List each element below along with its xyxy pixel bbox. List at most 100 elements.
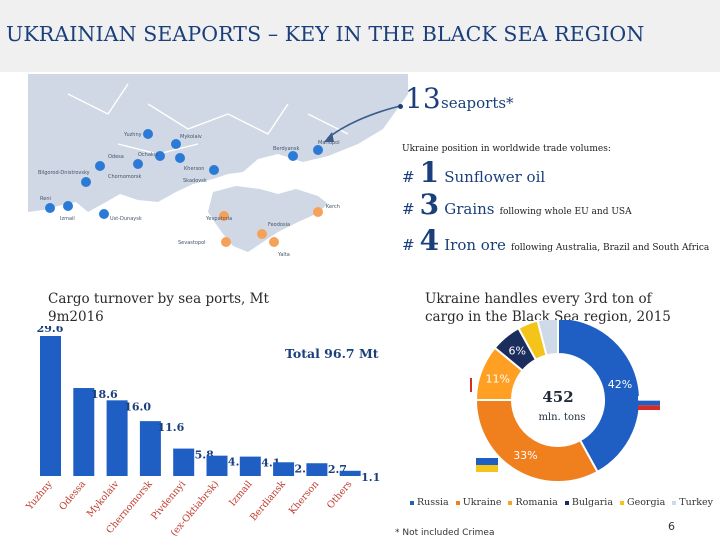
port-marker-mariupol xyxy=(313,145,323,155)
donut-center-unit: mln. tons xyxy=(538,412,585,423)
donut-slice-ukraine xyxy=(474,399,599,483)
handles-line2: cargo in the Black Sea region, 2015 xyxy=(425,309,671,325)
port-marker-ochakiv xyxy=(155,151,165,161)
cargo-title-line1: Cargo turnover by sea ports, Mt xyxy=(48,291,269,307)
donut-slice-russia xyxy=(557,320,641,474)
map-label-mykolaiv: Mykolaiv xyxy=(180,134,202,140)
seaports-count: 13 xyxy=(405,82,441,115)
legend-item-bulgaria: Bulgaria xyxy=(564,497,613,508)
map-label-reni: Reni xyxy=(40,196,51,202)
legend-label: Bulgaria xyxy=(571,497,613,508)
bar-7 xyxy=(239,456,261,476)
rank-number: 4 xyxy=(419,224,440,257)
donut-slice-label-ukraine: 33% xyxy=(513,449,537,462)
cargo-bar-chart: 29.6Yuzhny18.6Odessa16.0Mykolaiv11.6Cher… xyxy=(24,326,381,536)
bar-8 xyxy=(273,462,295,476)
legend-label: Russia xyxy=(417,497,449,508)
rank-number: 1 xyxy=(419,156,440,189)
rank-item: Iron ore xyxy=(444,236,506,254)
trade-intro: Ukraine position in worldwide trade volu… xyxy=(402,144,611,154)
footnote: * Not included Crimea xyxy=(395,528,495,538)
bar-1 xyxy=(40,336,61,476)
black-sea-map: Mariupol Berdyansk Skadovsk Kherson Myko… xyxy=(28,74,408,286)
port-marker-yuzhny xyxy=(143,129,153,139)
map-label-yevpatoria: Yevpatoria xyxy=(205,216,232,222)
map-label-berdyansk: Berdyansk xyxy=(273,146,299,152)
ranking-row-grains: # 3 Grains following whole EU and USA xyxy=(402,188,632,221)
title-bar: UKRAINIAN SEAPORTS – KEY IN THE BLACK SE… xyxy=(0,0,720,72)
ukraine-flag xyxy=(476,458,498,472)
port-marker-yevpatoria xyxy=(219,211,229,221)
legend-item-romania: Romania xyxy=(508,497,558,508)
callout-arrowhead xyxy=(324,132,334,142)
handles-line1: Ukraine handles every 3rd ton of xyxy=(425,291,652,307)
rank-note: following Australia, Brazil and South Af… xyxy=(510,243,710,253)
bar-value-label-3: 16.0 xyxy=(124,400,151,413)
cargo-title-line2: 9m2016 xyxy=(48,309,104,325)
map-label-izmail: Izmail xyxy=(60,216,75,222)
rank-item: Grains xyxy=(444,200,495,218)
bar-category-label-10: Others xyxy=(325,479,355,511)
bar-4 xyxy=(139,421,161,476)
map-label-skadovsk: Skadovsk xyxy=(183,178,207,184)
bar-category-label-8: Berdiansk xyxy=(248,479,288,524)
bar-category-label-2: Odessa xyxy=(57,479,88,513)
page-title: UKRAINIAN SEAPORTS – KEY IN THE BLACK SE… xyxy=(6,22,645,46)
bar-value-label-1: 29.6 xyxy=(37,326,64,335)
port-markers-orange xyxy=(219,207,323,247)
map-label-odesa: Odesa xyxy=(108,154,124,160)
map-label-mariupol: Mariupol xyxy=(318,140,340,146)
seaports-label: seaports* xyxy=(441,94,514,112)
map-label-ochakiv: Ochakiv xyxy=(138,152,158,158)
ranking-row-iron-ore: # 4 Iron ore following Australia, Brazil… xyxy=(402,224,709,257)
bar-5 xyxy=(173,448,195,476)
rank-hash: # xyxy=(402,168,415,186)
romania-flag xyxy=(470,378,472,392)
legend-label: Georgia xyxy=(627,497,666,508)
handles-text: Ukraine handles every 3rd ton of cargo i… xyxy=(425,290,675,326)
map-label-yalta: Yalta xyxy=(277,252,290,258)
port-marker-odesa xyxy=(133,159,143,169)
donut-center-value: 452 xyxy=(542,388,573,406)
rank-hash: # xyxy=(402,236,415,254)
crimea xyxy=(208,186,328,252)
russia-flag xyxy=(638,396,660,410)
rank-hash: # xyxy=(402,200,415,218)
legend-swatch xyxy=(672,500,677,505)
rank-item: Sunflower oil xyxy=(444,168,546,186)
bar-value-label-10: 1.1 xyxy=(361,471,380,484)
port-marker-skadovsk xyxy=(209,165,219,175)
legend-swatch xyxy=(410,500,414,505)
donut-slice-turkey xyxy=(536,320,559,357)
donut-slice-label-romania: 11% xyxy=(486,372,510,385)
map-label-sevastopol: Sevastopol xyxy=(178,240,206,246)
cargo-chart-title: Cargo turnover by sea ports, Mt 9m2016 xyxy=(48,290,288,326)
legend-swatch xyxy=(508,500,513,505)
map-labels: Mariupol Berdyansk Skadovsk Kherson Myko… xyxy=(38,132,340,258)
ranking-row-sunflower: # 1 Sunflower oil xyxy=(402,156,545,189)
black-sea-share-donut: 42% 33% 11% 6% 452 mln. tons xyxy=(470,320,660,483)
donut-slice-label-bulgaria: 6% xyxy=(508,345,525,358)
cargo-total-label: Total 96.7 Mt xyxy=(285,346,379,361)
callout-dot xyxy=(398,104,403,109)
rank-number: 3 xyxy=(419,188,440,221)
legend-label: Turkey xyxy=(679,497,714,508)
legend-item-ukraine: Ukraine xyxy=(455,497,501,508)
port-marker-kherson xyxy=(175,153,185,163)
map-label-chornomorsk: Chornomorsk xyxy=(108,174,142,180)
page-number: 6 xyxy=(668,520,675,533)
legend-swatch xyxy=(620,500,624,505)
legend-label: Romania xyxy=(515,497,558,508)
port-marker-feodosia xyxy=(257,229,267,239)
map-label-feodosia: Feodosia xyxy=(268,222,290,228)
border-lines xyxy=(67,83,349,155)
port-marker-kerch xyxy=(313,207,323,217)
legend-swatch xyxy=(455,500,460,505)
rank-note: following whole EU and USA xyxy=(499,207,632,217)
port-marker-yalta xyxy=(269,237,279,247)
bar-6 xyxy=(206,455,228,476)
bar-9 xyxy=(306,463,328,476)
bar-3 xyxy=(106,400,128,476)
legend-swatch xyxy=(564,500,569,505)
bar-value-label-2: 18.6 xyxy=(91,388,118,401)
